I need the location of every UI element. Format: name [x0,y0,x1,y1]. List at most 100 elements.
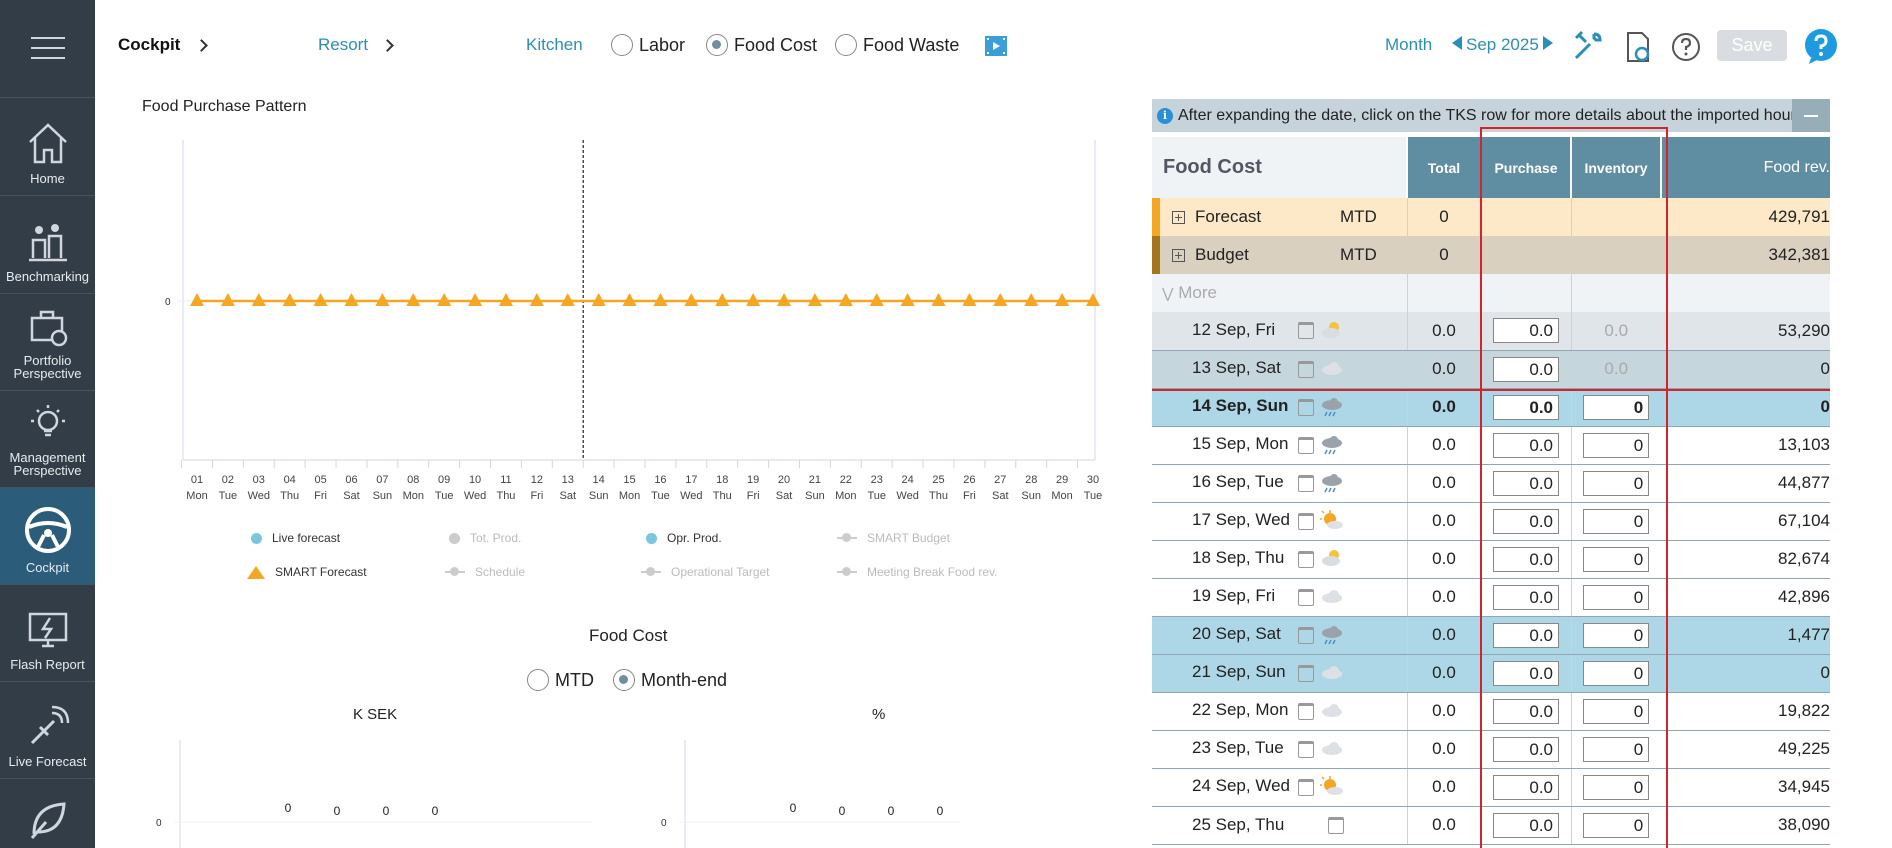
calendar-icon[interactable] [1298,626,1314,644]
sidebar-item-cockpit[interactable]: Cockpit [0,487,95,584]
legend-operational-target[interactable]: Operational Target [641,565,770,579]
table-row[interactable]: 23 Sep, Tue 0.0 0.0 0 49,225 [1152,730,1830,769]
purchase-input[interactable]: 0.0 [1493,622,1559,648]
inventory-input[interactable]: 0 [1583,698,1650,724]
radio-food-waste[interactable]: Food Waste [835,33,959,56]
sidebar-item-portfolio[interactable]: Portfolio Perspective [0,293,95,390]
inventory-input[interactable]: 0 [1583,508,1650,534]
purchase-input[interactable]: 0.0 [1493,736,1559,762]
legend-smart-budget[interactable]: SMART Budget [837,531,950,545]
calendar-icon[interactable] [1298,322,1314,340]
inventory-input[interactable]: 0 [1583,394,1650,420]
purchase-input[interactable]: 0.0 [1493,812,1559,838]
purchase-input[interactable]: 0.0 [1493,470,1559,496]
calendar-icon[interactable] [1298,588,1314,606]
legend-opr-prod[interactable]: Opr. Prod. [646,531,722,545]
tools-icon[interactable] [1572,30,1604,67]
kitchen-link[interactable]: Kitchen [526,35,583,54]
collapse-banner-button[interactable] [1792,99,1830,132]
radio-mtd[interactable]: MTD [527,669,594,691]
column-header-purchase[interactable]: Purchase [1480,137,1571,198]
table-row[interactable]: 14 Sep, Sun 0.0 0.0 0 0 [1152,388,1830,427]
period-selector[interactable]: Month [1385,35,1433,54]
table-row[interactable]: 24 Sep, Wed 0.0 0.0 0 34,945 [1152,768,1830,807]
inventory-input[interactable]: 0 [1583,736,1650,762]
calendar-icon[interactable] [1298,512,1314,530]
expand-plus-icon[interactable] [1172,248,1185,262]
table-row[interactable]: 15 Sep, Mon 0.0 0.0 0 13,103 [1152,426,1830,465]
calendar-icon[interactable] [1298,664,1314,682]
calendar-icon[interactable] [1298,360,1314,378]
forecast-row[interactable]: Forecast MTD 0 429,791 [1152,198,1830,236]
legend-smart-forecast[interactable]: SMART Forecast [247,565,367,579]
purchase-input[interactable]: 0.0 [1493,318,1559,344]
legend-schedule[interactable]: Schedule [445,565,525,579]
radio-button[interactable] [527,669,549,691]
video-tutorial-icon[interactable] [984,34,1008,63]
radio-button[interactable] [835,33,857,56]
calendar-icon[interactable] [1298,436,1314,454]
inventory-input[interactable]: 0 [1583,546,1650,572]
sidebar-item-management[interactable]: Management Perspective [0,390,95,487]
save-button[interactable]: Save [1717,30,1787,61]
table-row[interactable]: 22 Sep, Mon 0.0 0.0 0 19,822 [1152,692,1830,731]
column-header-food-rev[interactable]: Food rev. [1660,137,1830,198]
column-header-total[interactable]: Total [1406,137,1481,198]
legend-meeting-break[interactable]: Meeting Break Food rev. [837,565,998,579]
table-row[interactable]: 13 Sep, Sat 0.0 0.0 0.0 0 [1152,350,1830,389]
inventory-input[interactable]: 0 [1583,584,1650,610]
legend-live-forecast[interactable]: Live forecast [251,531,340,545]
sidebar-item-home[interactable]: Home [0,97,95,195]
radio-button-selected[interactable] [613,669,635,691]
table-row[interactable]: 18 Sep, Thu 0.0 0.0 0 82,674 [1152,540,1830,579]
table-row[interactable]: 20 Sep, Sat 0.0 0.0 0 1,477 [1152,616,1830,655]
purchase-input[interactable]: 0.0 [1493,508,1559,534]
table-row[interactable]: 25 Sep, Thu 0.0 0.0 0 38,090 [1152,806,1830,845]
purchase-input[interactable]: 0.0 [1493,394,1559,420]
table-row[interactable]: 12 Sep, Fri 0.0 0.0 0.0 53,290 [1152,312,1830,351]
inventory-input[interactable]: 0 [1583,774,1650,800]
table-row[interactable]: 16 Sep, Tue 0.0 0.0 0 44,877 [1152,464,1830,503]
calendar-icon[interactable] [1298,550,1314,568]
more-row[interactable]: ⋁ More [1152,274,1830,312]
expand-plus-icon[interactable] [1172,210,1185,224]
table-row[interactable]: 17 Sep, Wed 0.0 0.0 0 67,104 [1152,502,1830,541]
table-row[interactable]: 19 Sep, Fri 0.0 0.0 0 42,896 [1152,578,1830,617]
radio-month-end[interactable]: Month-end [613,669,727,691]
page-settings-icon[interactable] [1624,31,1652,68]
purchase-input[interactable]: 0.0 [1493,698,1559,724]
breadcrumb-resort[interactable]: Resort [318,34,394,56]
calendar-icon[interactable] [1298,474,1314,492]
calendar-icon[interactable] [1298,778,1314,796]
legend-tot-prod[interactable]: Tot. Prod. [449,531,521,545]
inventory-input[interactable]: 0 [1583,660,1650,686]
calendar-icon[interactable] [1298,740,1314,758]
calendar-icon[interactable] [1328,817,1344,835]
inventory-input[interactable]: 0 [1583,432,1650,458]
column-header-inventory[interactable]: Inventory [1570,137,1661,198]
next-month-icon[interactable] [1542,36,1553,50]
inventory-input[interactable]: 0 [1583,470,1650,496]
purchase-input[interactable]: 0.0 [1493,774,1559,800]
radio-food-cost[interactable]: Food Cost [706,33,817,56]
help-icon[interactable] [1671,32,1701,67]
radio-button[interactable] [611,33,633,56]
breadcrumb-cockpit[interactable]: Cockpit [118,34,208,56]
radio-labor[interactable]: Labor [611,33,685,56]
purchase-input[interactable]: 0.0 [1493,546,1559,572]
inventory-input[interactable]: 0 [1583,622,1650,648]
purchase-input[interactable]: 0.0 [1493,356,1559,382]
calendar-icon[interactable] [1298,702,1314,720]
purchase-input[interactable]: 0.0 [1493,432,1559,458]
sidebar-item-live-forecast[interactable]: Live Forecast [0,681,95,778]
previous-month-icon[interactable] [1452,36,1462,50]
table-row[interactable]: 21 Sep, Sun 0.0 0.0 0 0 [1152,654,1830,693]
radio-button-selected[interactable] [706,33,728,56]
sidebar-item-benchmarking[interactable]: Benchmarking [0,195,95,293]
calendar-icon[interactable] [1298,398,1314,416]
purchase-input[interactable]: 0.0 [1493,584,1559,610]
budget-row[interactable]: Budget MTD 0 342,381 [1152,236,1830,274]
purchase-input[interactable]: 0.0 [1493,660,1559,686]
chat-help-icon[interactable] [1803,28,1839,69]
sidebar-item-flash-report[interactable]: Flash Report [0,584,95,681]
